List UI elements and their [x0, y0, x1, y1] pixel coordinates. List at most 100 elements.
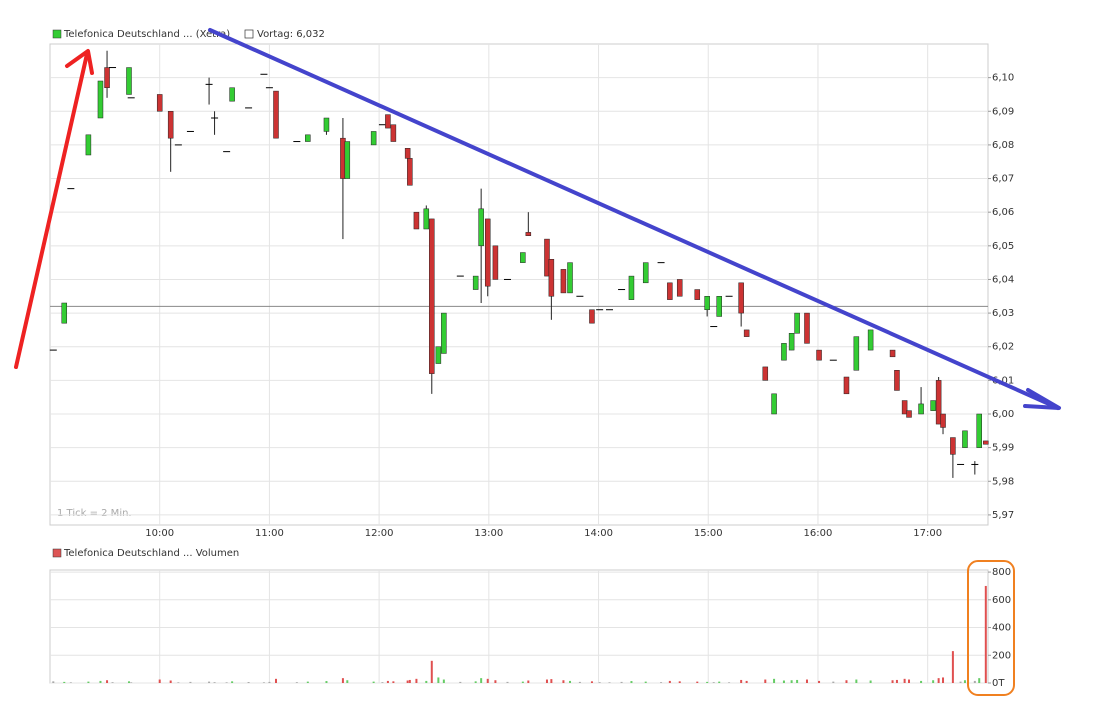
- volume-bar: [805, 679, 808, 683]
- volume-bar: [598, 682, 601, 683]
- candle-body: [976, 413, 982, 448]
- volume-bar: [506, 681, 509, 683]
- candle-body: [676, 279, 683, 297]
- candle-body: [390, 124, 397, 142]
- volume-bar: [430, 660, 433, 683]
- y-tick-label: 800: [992, 567, 1011, 578]
- candle-body: [816, 349, 822, 361]
- volume-bar: [189, 681, 192, 683]
- candle-body: [205, 83, 213, 85]
- volume-bar: [225, 682, 228, 683]
- volume-bar: [782, 680, 785, 683]
- candle-body: [794, 312, 800, 334]
- candle-body: [378, 124, 386, 126]
- volume-bar: [712, 682, 715, 683]
- volume-bar: [978, 678, 981, 683]
- candle-body: [104, 67, 110, 88]
- candle-body: [762, 366, 769, 381]
- candle-body: [935, 380, 942, 425]
- volume-bar: [569, 680, 572, 683]
- candle-body: [223, 151, 231, 153]
- candle-body: [126, 67, 132, 95]
- candle-body: [174, 144, 182, 146]
- volume-bar: [231, 681, 234, 683]
- volume-bar: [213, 682, 216, 683]
- candle-body: [456, 275, 464, 277]
- candle-body: [544, 238, 550, 277]
- x-tick-label: 11:00: [255, 528, 284, 539]
- volume-bar: [130, 682, 133, 683]
- candle-body: [472, 275, 479, 290]
- candle-body: [167, 111, 174, 139]
- candle-body: [710, 326, 718, 328]
- volume-bar: [63, 681, 66, 683]
- candle-body: [260, 73, 268, 75]
- x-tick-label: 16:00: [804, 528, 833, 539]
- volume-bar: [832, 681, 835, 683]
- volume-bar: [408, 679, 411, 683]
- volume-bar: [796, 679, 799, 683]
- volume-bar: [550, 679, 553, 683]
- candle-body: [441, 312, 447, 354]
- candle-body: [606, 309, 614, 311]
- volume-bar: [937, 678, 940, 683]
- volume-bar: [903, 678, 906, 683]
- volume-bar: [274, 678, 277, 683]
- candle-body: [694, 289, 701, 300]
- candle-body: [738, 282, 744, 314]
- candle-body: [596, 309, 604, 311]
- x-tick-label: 14:00: [584, 528, 613, 539]
- volume-bar: [608, 682, 611, 683]
- volume-bar: [406, 680, 409, 683]
- candle-body: [894, 370, 900, 391]
- volume-bar: [69, 682, 72, 683]
- volume-panel: [49, 569, 989, 684]
- candle-body: [385, 114, 391, 129]
- volume-bar: [984, 585, 987, 683]
- candle-body: [67, 188, 75, 190]
- candle-body: [853, 336, 860, 371]
- price-panel: [49, 43, 989, 526]
- candle-body: [906, 410, 912, 418]
- volume-bar: [845, 680, 848, 683]
- candle-body: [423, 208, 430, 230]
- volume-bar: [942, 677, 945, 683]
- candle-body: [344, 141, 351, 179]
- volume-bar: [644, 681, 647, 683]
- volume-bar: [764, 679, 767, 683]
- candle-body: [743, 329, 750, 337]
- volume-bar: [818, 680, 821, 683]
- candle-body: [788, 333, 795, 351]
- volume-bar: [920, 680, 923, 683]
- candle-body: [957, 463, 965, 465]
- candle-body: [843, 376, 850, 395]
- candle-body: [548, 259, 555, 297]
- candle-body: [771, 393, 777, 415]
- x-tick-label: 13:00: [474, 528, 503, 539]
- volume-bar: [459, 681, 462, 683]
- candle-body: [109, 67, 117, 69]
- volume-bar: [127, 681, 130, 683]
- candle-body: [229, 87, 235, 102]
- legend-label: Telefonica Deutschland ... Volumen: [63, 548, 239, 559]
- y-tick-label: 6,10: [992, 73, 1014, 84]
- volume-bar: [415, 678, 418, 683]
- candle-body: [429, 218, 435, 374]
- volume-bar: [268, 681, 271, 683]
- volume-bar: [486, 678, 489, 683]
- candle-body: [85, 134, 92, 156]
- candle-body: [305, 134, 311, 142]
- candle-body: [642, 262, 649, 284]
- candle-body: [435, 346, 442, 364]
- volume-bar: [386, 680, 389, 683]
- volume-bar: [392, 681, 395, 683]
- reference-label: Vortag: 6,032: [257, 29, 325, 40]
- legend-swatch: [244, 29, 254, 39]
- candle-body: [901, 400, 908, 415]
- candle-body: [323, 117, 330, 132]
- candle-body: [478, 208, 484, 247]
- candle-body: [370, 131, 377, 146]
- volume-bar: [630, 681, 633, 683]
